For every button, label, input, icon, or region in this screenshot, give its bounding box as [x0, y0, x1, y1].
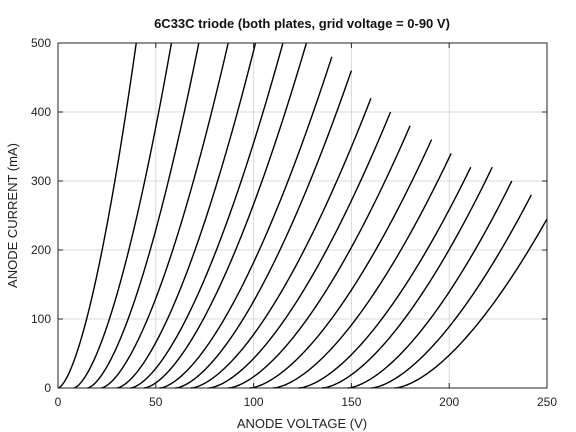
plate-curve-0: [57, 42, 137, 389]
plate-curve-16: [347, 180, 513, 389]
plate-curves: [57, 42, 548, 389]
plate-curve-4: [116, 42, 257, 389]
plate-curve-13: [273, 153, 452, 389]
plate-curve-10: [208, 111, 392, 389]
plate-curve-1: [73, 42, 173, 389]
plate-curve-9: [190, 97, 372, 389]
x-axis-label: ANODE VOLTAGE (V): [237, 416, 367, 431]
plate-curve-5: [130, 42, 284, 389]
plate-curve-14: [298, 166, 472, 389]
plate-curve-3: [100, 42, 229, 389]
y-tick-label: 200: [31, 243, 51, 257]
y-tick-label: 100: [31, 312, 51, 326]
x-tick-label: 200: [439, 395, 459, 409]
x-tick-label: 250: [537, 395, 557, 409]
x-tick-label: 150: [341, 395, 361, 409]
plate-curve-2: [87, 42, 200, 389]
x-tick-label: 100: [244, 395, 264, 409]
y-axis-label: ANODE CURRENT (mA): [5, 143, 20, 288]
y-tick-label: 400: [31, 105, 51, 119]
y-tick-label: 0: [44, 381, 51, 395]
plate-curve-18: [394, 218, 548, 389]
plate-curve-12: [249, 139, 433, 389]
plate-curve-17: [370, 194, 532, 389]
plate-curve-7: [159, 56, 333, 389]
plate-curve-6: [143, 42, 308, 389]
x-tick-label: 50: [149, 395, 163, 409]
grid: [58, 43, 547, 388]
y-tick-label: 300: [31, 174, 51, 188]
chart-title: 6C33C triode (both plates, grid voltage …: [154, 16, 450, 31]
y-tick-label: 500: [31, 36, 51, 50]
axis-ticks: 0 50 100 150 200 250 0 100 200 300 400 500: [31, 36, 557, 409]
plate-curve-8: [175, 70, 353, 389]
plate-curve-11: [228, 125, 411, 389]
plate-curve-15: [321, 166, 493, 389]
plot-frame: [57, 42, 548, 389]
x-tick-label: 0: [55, 395, 62, 409]
